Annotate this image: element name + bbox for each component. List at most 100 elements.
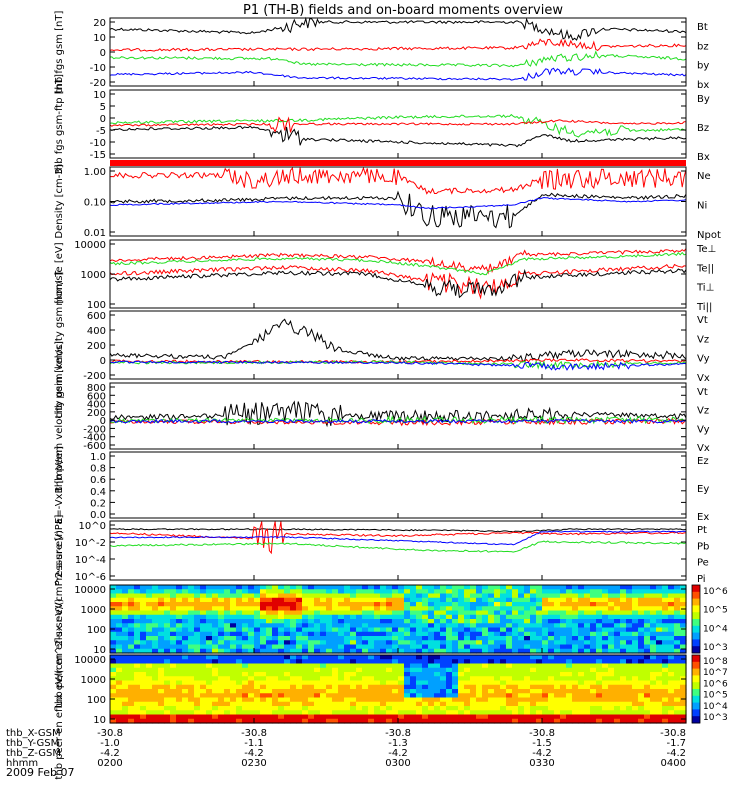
- spectrogram-cell: [170, 684, 177, 690]
- spectrogram-cell: [380, 718, 387, 724]
- spectrogram-cell: [638, 697, 645, 703]
- spectrogram-cell: [452, 663, 459, 669]
- spectrogram-cell: [440, 676, 447, 682]
- spectrogram-cell: [116, 701, 123, 707]
- spectrogram-cell: [536, 648, 543, 654]
- spectrogram-cell: [488, 648, 495, 654]
- spectrogram-cell: [122, 701, 129, 707]
- spectrogram-cell: [146, 623, 153, 629]
- spectrogram-cell: [668, 689, 675, 694]
- spectrogram-cell: [362, 631, 369, 637]
- spectrogram-cell: [332, 593, 339, 599]
- spectrogram-cell: [110, 614, 117, 620]
- spectrogram-cell: [452, 676, 459, 682]
- spectrogram-cell: [536, 706, 543, 711]
- colorbar-segment: [692, 658, 700, 663]
- spectrogram-cell: [380, 614, 387, 620]
- spectrogram-cell: [332, 619, 339, 624]
- spectrogram-cell: [530, 636, 537, 641]
- spectrogram-cell: [446, 610, 453, 616]
- spectrogram-cell: [278, 597, 285, 603]
- spectrogram-cell: [200, 597, 207, 603]
- spectrogram-cell: [218, 689, 225, 694]
- spectrogram-cell: [614, 623, 621, 629]
- spectrogram-cell: [548, 614, 555, 620]
- spectrogram-cell: [254, 706, 261, 711]
- spectrogram-cell: [134, 680, 141, 686]
- spectrogram-cell: [392, 706, 399, 711]
- spectrogram-cell: [596, 597, 603, 603]
- spectrogram-cell: [182, 589, 189, 595]
- spectrogram-cell: [314, 640, 321, 646]
- spectrogram-cell: [218, 623, 225, 629]
- spectrogram-cell: [308, 663, 315, 669]
- spectrogram-cell: [386, 585, 393, 590]
- series-line: [109, 166, 687, 195]
- spectrogram-cell: [302, 597, 309, 603]
- spectrogram-cell: [440, 593, 447, 599]
- spectrogram-cell: [380, 619, 387, 624]
- spectrogram-cell: [290, 684, 297, 690]
- y-tick-label: 5: [100, 102, 106, 113]
- spectrogram-cell: [374, 689, 381, 694]
- spectrogram-cell: [188, 718, 195, 724]
- spectrogram-cell: [644, 655, 651, 660]
- spectrogram-cell: [230, 672, 237, 677]
- spectrogram-cell: [512, 697, 519, 703]
- spectrogram-cell: [518, 644, 525, 650]
- spectrogram-cell: [662, 631, 669, 637]
- spectrogram-cell: [500, 602, 507, 607]
- spectrogram-cell: [566, 593, 573, 599]
- spectrogram-cell: [458, 718, 465, 724]
- spectrogram-cell: [548, 655, 555, 660]
- spectrogram-cell: [380, 610, 387, 616]
- spectrogram-cell: [158, 659, 165, 665]
- spectrogram-cell: [518, 593, 525, 599]
- spectrogram-cell: [236, 684, 243, 690]
- spectrogram-cell: [518, 623, 525, 629]
- spectrogram-cell: [602, 602, 609, 607]
- spectrogram-cell: [380, 693, 387, 699]
- colorbar-label: 10^4: [703, 702, 728, 712]
- spectrogram-cell: [344, 697, 351, 703]
- spectrogram-cell: [506, 718, 513, 724]
- spectrogram-cell: [470, 663, 477, 669]
- spectrogram-cell: [500, 640, 507, 646]
- spectrogram-cell: [158, 697, 165, 703]
- spectrogram-cell: [350, 597, 357, 603]
- spectrogram-cell: [230, 597, 237, 603]
- spectrogram-cell: [554, 614, 561, 620]
- spectrogram-cell: [500, 623, 507, 629]
- spectrogram-cell: [566, 689, 573, 694]
- spectrogram-cell: [296, 667, 303, 673]
- spectrogram-cell: [428, 648, 435, 654]
- spectrogram-cell: [590, 714, 597, 720]
- spectrogram-cell: [524, 627, 531, 633]
- spectrogram-cell: [476, 697, 483, 703]
- spectrogram-cell: [482, 602, 489, 607]
- spectrogram-cell: [650, 644, 657, 650]
- spectrogram-cell: [428, 667, 435, 673]
- spectrogram-cell: [140, 667, 147, 673]
- spectrogram-cell: [236, 636, 243, 641]
- spectrogram-cell: [272, 631, 279, 637]
- spectrogram-cell: [620, 706, 627, 711]
- spectrogram-cell: [278, 619, 285, 624]
- spectrogram-cell: [176, 597, 183, 603]
- spectrogram-cell: [422, 680, 429, 686]
- spectrogram-cell: [146, 701, 153, 707]
- spectrogram-cell: [638, 701, 645, 707]
- spectrogram-cell: [422, 648, 429, 654]
- spectrogram-cell: [230, 684, 237, 690]
- spectrogram-cell: [410, 693, 417, 699]
- spectrogram-cell: [632, 648, 639, 654]
- spectrogram-cell: [302, 614, 309, 620]
- series-line: [109, 360, 687, 371]
- spectrogram-cell: [212, 718, 219, 724]
- spectrogram-cell: [578, 648, 585, 654]
- spectrogram-cell: [110, 610, 117, 616]
- spectrogram-cell: [146, 606, 153, 612]
- series-line: [109, 360, 687, 370]
- spectrogram-cell: [182, 597, 189, 603]
- spectrogram-cell: [446, 636, 453, 641]
